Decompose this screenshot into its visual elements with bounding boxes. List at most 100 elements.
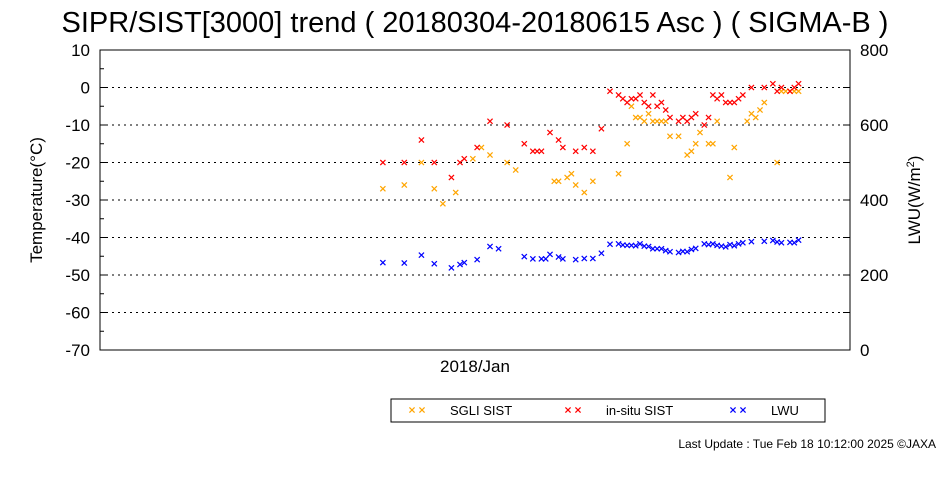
sgli-sist-point [431, 185, 438, 192]
in-situ-sist-point [486, 118, 494, 125]
sgli-sist-point [692, 140, 699, 147]
in-situ-sist-point [748, 84, 755, 91]
lwu-point [636, 240, 644, 247]
legend-label: LWU [771, 403, 799, 418]
lwu-point [658, 245, 665, 252]
sgli-sist-point [726, 174, 734, 181]
lwu-point [461, 259, 468, 266]
in-situ-sist-point [761, 84, 768, 91]
lwu-point [688, 246, 695, 253]
lwu-point [735, 240, 742, 247]
in-situ-sist-point [645, 103, 652, 110]
in-situ-sist-point [538, 148, 545, 155]
lwu-point [572, 256, 579, 263]
y-tick-label: 10 [71, 41, 90, 60]
y2-tick-label: 0 [860, 341, 869, 360]
sgli-sist-point [744, 118, 751, 125]
in-situ-sist-point [795, 80, 802, 87]
sgli-sist-point [714, 118, 721, 125]
lwu-point [731, 242, 738, 249]
lwu-point [662, 247, 669, 254]
in-situ-sist-point [379, 159, 386, 166]
sgli-sist-point [688, 148, 695, 155]
lwu-point [709, 240, 716, 247]
lwu-point [581, 255, 588, 262]
y2-tick-label: 600 [860, 116, 888, 135]
in-situ-sist-point [701, 121, 708, 129]
lwu-point [559, 255, 566, 262]
in-situ-sist-point [546, 129, 554, 136]
lwu-point [791, 239, 798, 246]
legend-marker [739, 406, 747, 414]
sgli-sist-point [645, 110, 652, 117]
in-situ-sist-point [581, 144, 588, 151]
y-tick-label: -20 [65, 154, 90, 173]
sgli-sist-point [615, 170, 622, 177]
sgli-sist-point [401, 181, 408, 189]
in-situ-sist-point [636, 91, 644, 99]
y-tick-label: 0 [81, 79, 90, 98]
lwu-point [666, 248, 674, 255]
lwu-point [761, 238, 768, 245]
in-situ-sist-point [705, 114, 712, 121]
lwu-point [456, 261, 464, 268]
sgli-sist-point [675, 133, 682, 140]
in-situ-sist-point [769, 80, 776, 87]
in-situ-sist-point [555, 136, 562, 144]
lwu-point [726, 241, 734, 248]
lwu-point [632, 242, 639, 249]
y2-tick-label: 800 [860, 41, 888, 60]
sgli-sist-point [756, 106, 764, 114]
lwu-point [748, 238, 755, 245]
lwu-point [692, 245, 699, 252]
legend-marker [574, 406, 582, 414]
lwu-point [379, 259, 386, 266]
lwu-point [546, 251, 554, 258]
in-situ-sist-point [431, 159, 438, 166]
lwu-point [606, 241, 614, 248]
in-situ-sist-point [739, 91, 746, 99]
lwu-point [431, 260, 438, 267]
lwu-point [486, 243, 494, 250]
sgli-sist-point [696, 129, 704, 136]
in-situ-sist-point [692, 110, 699, 117]
sgli-sist-point [572, 181, 579, 189]
lwu-point [555, 253, 562, 261]
lwu-point [589, 255, 596, 262]
lwu-point [529, 255, 536, 262]
legend-marker [564, 406, 572, 414]
in-situ-sist-point [474, 144, 481, 151]
in-situ-sist-point [461, 155, 468, 162]
lwu-point [769, 237, 776, 244]
in-situ-sist-point [606, 88, 614, 95]
y2-axis-label: LWU(W/m2) [905, 156, 924, 245]
in-situ-sist-point [649, 91, 656, 99]
sgli-sist-point [752, 114, 759, 121]
sgli-sist-point [624, 140, 631, 147]
in-situ-sist-point [418, 136, 425, 144]
sgli-sist-point [469, 155, 476, 162]
lwu-point [521, 253, 528, 260]
legend-label: SGLI SIST [450, 403, 512, 418]
lwu-point [448, 264, 455, 271]
lwu-point [495, 245, 502, 252]
lwu-point [675, 249, 682, 256]
in-situ-sist-point [521, 140, 528, 147]
in-situ-sist-point [778, 84, 785, 91]
sgli-sist-point [709, 140, 716, 147]
in-situ-sist-point [666, 114, 674, 121]
in-situ-sist-point [504, 121, 511, 129]
last-update-text: Last Update : Tue Feb 18 10:12:00 2025 ©… [678, 437, 936, 451]
y2-tick-label: 200 [860, 266, 888, 285]
legend: SGLI SIST in-situ SIST LWU [390, 398, 826, 423]
data-points [379, 80, 802, 271]
sgli-sist-point [731, 144, 738, 151]
lwu-point [401, 259, 408, 267]
sgli-sist-point [439, 200, 446, 207]
lwu-point [739, 239, 746, 246]
legend-label: in-situ SIST [606, 403, 673, 418]
y-tick-label: -60 [65, 304, 90, 323]
y-tick-label: -50 [65, 266, 90, 285]
legend-marker [418, 406, 426, 414]
sgli-sist-point [379, 185, 386, 192]
